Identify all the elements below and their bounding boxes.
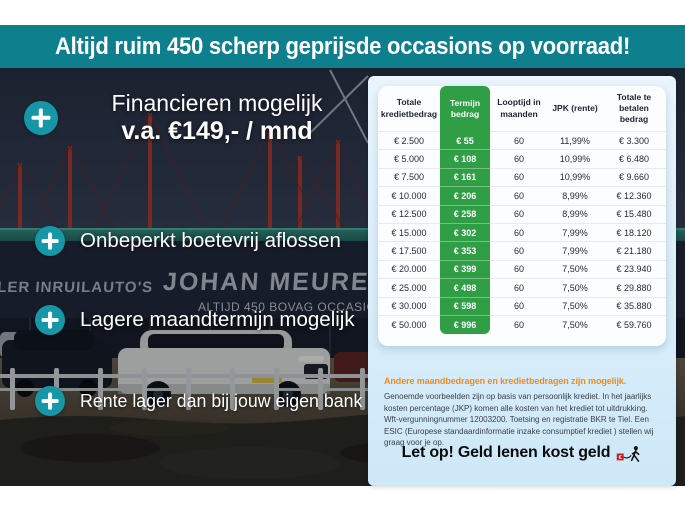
usp-line: Financieren mogelijk: [111, 89, 323, 116]
fence: [0, 368, 376, 410]
table-cell: € 21.180: [602, 242, 666, 261]
plus-icon: [35, 386, 65, 416]
table-cell: € 353: [440, 242, 490, 261]
disclaimer-heading: Andere maandbedragen en kredietbedragen …: [384, 376, 627, 386]
table-cell: € 15.000: [378, 224, 440, 243]
usp-price-line: v.a. €149,- / mnd: [121, 117, 313, 146]
table-cell: € 161: [440, 168, 490, 188]
table-cell: 60: [490, 242, 548, 261]
table-cell: € 17.500: [378, 242, 440, 261]
finance-table: Totale kredietbedrag Termijn bedrag Loopti…: [378, 86, 666, 335]
loan-warning-text: Let op! Geld lenen kost geld: [401, 444, 611, 461]
plus-icon: [35, 226, 65, 256]
table-cell: 60: [490, 206, 548, 224]
table-cell: 7,50%: [562, 320, 588, 331]
dealer-sign-name-text: JOHAN MEURE: [162, 268, 371, 296]
table-cell: 10,99%: [548, 150, 602, 169]
table-cell: € 20.000: [378, 261, 440, 280]
table-cell: 7,50%: [548, 298, 602, 316]
table-cell: € 35.880: [602, 298, 666, 316]
table-cell: € 15.480: [602, 206, 666, 224]
table-cell: € 25.000: [378, 279, 440, 298]
light-cables: [304, 69, 369, 144]
plus-icon: [24, 101, 58, 135]
table-cell: 10,99%: [548, 169, 602, 188]
column-header: JPK (rente): [548, 86, 602, 132]
usp-item-lower-rate: Rente lager dan bij jouw eigen bank: [35, 386, 374, 416]
table-cell: 60: [490, 298, 548, 316]
table-cell: € 996: [440, 315, 490, 335]
dealer-sign-text: DEALER INRUILAUTO'S: [0, 279, 154, 296]
table-cell: 8,99%: [548, 206, 602, 224]
table-cell: € 302: [440, 223, 490, 243]
table-cell: € 108: [440, 150, 490, 169]
table-cell: € 5.000: [378, 150, 440, 169]
table-cell: € 30.000: [378, 298, 440, 316]
table-cell: € 7.500: [378, 169, 440, 188]
headline-banner: Altijd ruim 450 scherp geprijsde occasio…: [0, 25, 685, 68]
table-cell: € 206: [440, 187, 490, 206]
table-cell: 7,50%: [548, 261, 602, 280]
table-cell: 60: [490, 169, 548, 188]
money-burden-icon: €: [617, 445, 640, 462]
canopy-highlight: [0, 228, 685, 230]
column-header: Looptijd in maanden: [490, 86, 548, 132]
table-cell: 60: [490, 261, 548, 280]
table-cell: 60: [490, 187, 548, 206]
finance-card: Totale kredietbedrag Termijn bedrag Loopti…: [378, 86, 666, 347]
column-header: Totale te betalen bedrag: [602, 86, 666, 132]
table-cell: 7,50%: [548, 279, 602, 298]
table-cell: € 3.300: [602, 132, 666, 151]
bovag-sign-text: ALTIJD 450 BOVAG OCCASIONS: [198, 300, 394, 314]
usp-line: Lagere maandtermijn mogelijk: [80, 308, 355, 331]
table-cell: 7,99%: [548, 224, 602, 243]
table-cell: € 12.360: [602, 187, 666, 206]
table-cell: 7,99%: [548, 242, 602, 261]
table-cell: € 2.500: [378, 132, 440, 151]
usp-item-lower-term: Lagere maandtermijn mogelijk: [35, 305, 355, 335]
column-header: Totale kredietbedrag: [378, 86, 440, 132]
usp-text-block: Financieren mogelijk v.a. €149,- / mnd: [68, 90, 366, 146]
svg-text:€: €: [619, 455, 623, 461]
usp-item-financing: Financieren mogelijk v.a. €149,- / mnd: [24, 84, 366, 152]
table-cell: € 10.000: [378, 187, 440, 206]
table-cell: € 9.660: [602, 169, 666, 188]
table-cell: € 18.120: [602, 224, 666, 243]
table-cell: 60: [490, 132, 548, 151]
table-cell: 60: [490, 279, 548, 298]
table-cell: € 498: [440, 279, 490, 298]
table-cell: € 258: [440, 205, 490, 224]
table-cell: 60: [513, 320, 524, 331]
plus-icon: [35, 305, 65, 335]
table-cell: € 50.000: [391, 320, 427, 331]
table-cell: 11,99%: [548, 132, 602, 151]
table-cell: 60: [490, 150, 548, 169]
headline-text: Altijd ruim 450 scherp geprijsde occasio…: [54, 32, 631, 60]
usp-line: Rente lager dan bij jouw eigen bank: [80, 390, 363, 411]
table-cell: € 55: [440, 132, 490, 151]
table-cell: 8,99%: [548, 187, 602, 206]
table-cell: € 399: [440, 260, 490, 280]
table-cell: € 12.500: [378, 206, 440, 224]
loan-warning: Let op! Geld lenen kost geld €: [368, 444, 676, 462]
table-cell: € 6.480: [602, 150, 666, 169]
table-cell: 60: [490, 224, 548, 243]
table-cell: € 23.940: [602, 261, 666, 280]
table-cell: € 598: [440, 297, 490, 316]
finance-panel: Totale kredietbedrag Termijn bedrag Loopti…: [368, 76, 676, 486]
usp-item-redeem: Onbeperkt boetevrij aflossen: [35, 226, 341, 256]
flag-masts: [18, 113, 340, 233]
table-cell: € 59.760: [616, 320, 652, 331]
disclaimer-text: Genoemde voorbeelden zijn op basis van p…: [384, 392, 654, 448]
usp-line: Onbeperkt boetevrij aflossen: [80, 229, 341, 252]
column-header: Termijn bedrag: [440, 86, 490, 132]
table-cell: € 29.880: [602, 279, 666, 298]
